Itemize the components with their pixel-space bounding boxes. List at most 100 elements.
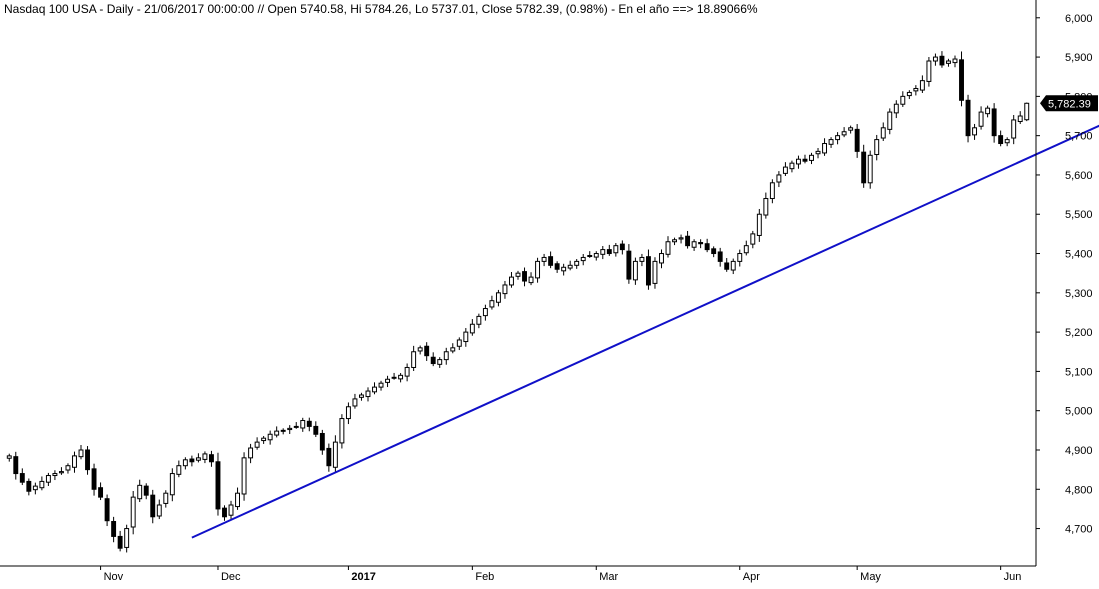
candle-body bbox=[802, 158, 808, 162]
candle-body bbox=[528, 276, 534, 284]
candle-body bbox=[535, 260, 541, 279]
candle-body bbox=[352, 398, 358, 407]
candle-body bbox=[332, 441, 338, 468]
last-price-label: 5,782.39 bbox=[1048, 98, 1091, 110]
candle-body bbox=[130, 496, 136, 528]
candle-body bbox=[867, 154, 873, 184]
candle-body bbox=[385, 378, 391, 383]
candle-body bbox=[378, 382, 384, 388]
candle-body bbox=[1024, 102, 1030, 121]
candle-body bbox=[972, 127, 978, 136]
candle-body bbox=[541, 256, 547, 262]
candle-body bbox=[848, 127, 854, 131]
candle-body bbox=[835, 135, 841, 141]
candle-body bbox=[404, 366, 410, 377]
candle-body bbox=[489, 300, 495, 308]
y-tick-label: 5,700 bbox=[1065, 131, 1093, 143]
candle-body bbox=[789, 162, 795, 170]
candle-body bbox=[1011, 119, 1017, 139]
x-tick-label: Dec bbox=[221, 571, 241, 583]
candle-body bbox=[417, 347, 423, 352]
candle-body bbox=[319, 432, 325, 451]
candle-body bbox=[952, 58, 958, 64]
candle-body bbox=[72, 455, 77, 468]
candle-body bbox=[893, 103, 899, 114]
candle-body bbox=[85, 449, 90, 471]
candle-body bbox=[815, 150, 821, 155]
candle-body bbox=[756, 213, 762, 236]
candle-body bbox=[476, 315, 482, 325]
candle-body bbox=[724, 262, 730, 270]
candle-body bbox=[222, 507, 227, 518]
candle-body bbox=[639, 256, 645, 262]
plot-area bbox=[0, 0, 1036, 566]
x-tick-label: May bbox=[860, 571, 881, 583]
candle-body bbox=[411, 351, 417, 368]
candle-body bbox=[678, 237, 684, 240]
candle-body bbox=[730, 260, 736, 271]
candles bbox=[6, 51, 1030, 553]
last-price-tag-background bbox=[1040, 95, 1098, 112]
candle-body bbox=[111, 520, 117, 537]
candle-body bbox=[613, 245, 619, 254]
candle-body bbox=[26, 480, 32, 492]
candle-body bbox=[372, 386, 377, 393]
candle-body bbox=[495, 292, 501, 303]
candle-body bbox=[359, 394, 364, 398]
y-tick-label: 5,000 bbox=[1065, 406, 1093, 418]
y-tick-label: 6,000 bbox=[1065, 13, 1093, 25]
candle-body bbox=[861, 151, 867, 184]
candle-body bbox=[704, 243, 710, 251]
candle-body bbox=[874, 139, 880, 156]
candle-body bbox=[463, 331, 469, 343]
candle-body bbox=[124, 528, 130, 548]
candle-body bbox=[665, 241, 671, 255]
candle-body bbox=[150, 494, 156, 518]
candle-body bbox=[574, 260, 580, 266]
candle-body bbox=[717, 251, 723, 262]
y-tick-label: 5,100 bbox=[1065, 366, 1093, 378]
candle-body bbox=[750, 233, 756, 245]
candle-body bbox=[809, 154, 814, 161]
candle-body bbox=[946, 60, 951, 64]
candle-body bbox=[672, 239, 677, 243]
candle-body bbox=[293, 425, 299, 428]
candle-body bbox=[619, 243, 625, 251]
candle-body bbox=[959, 59, 964, 101]
candle-body bbox=[652, 260, 658, 284]
candle-body bbox=[32, 485, 38, 491]
candle-body bbox=[587, 254, 593, 257]
candle-body bbox=[345, 406, 351, 420]
candle-body bbox=[469, 323, 475, 334]
candle-body bbox=[104, 498, 110, 522]
y-tick-label: 4,900 bbox=[1065, 445, 1093, 457]
candle-body bbox=[691, 241, 697, 248]
x-tick-label: 2017 bbox=[351, 571, 375, 583]
candle-body bbox=[267, 433, 273, 441]
candle-body bbox=[776, 174, 782, 183]
y-tick-label: 5,200 bbox=[1065, 327, 1093, 339]
candle-body bbox=[117, 535, 123, 549]
y-tick-label: 5,300 bbox=[1065, 288, 1093, 300]
candle-body bbox=[509, 276, 514, 286]
candle-body bbox=[156, 504, 162, 517]
candle-body bbox=[235, 492, 240, 508]
candle-body bbox=[841, 131, 847, 136]
candle-body bbox=[711, 248, 717, 255]
candle-body bbox=[365, 390, 371, 398]
candle-body bbox=[300, 420, 306, 429]
candle-body bbox=[685, 235, 691, 247]
candle-body bbox=[659, 253, 664, 264]
x-tick-label: Feb bbox=[475, 571, 494, 583]
candle-body bbox=[241, 457, 247, 495]
candle-body bbox=[913, 88, 919, 92]
candle-body bbox=[626, 250, 632, 280]
candle-body bbox=[606, 249, 612, 255]
candle-body bbox=[58, 471, 64, 474]
x-tick-label: Jun bbox=[1004, 571, 1022, 583]
candle-body bbox=[189, 458, 195, 463]
candle-body bbox=[137, 484, 143, 500]
candle-body bbox=[887, 111, 893, 130]
x-tick-label: Nov bbox=[104, 571, 124, 583]
